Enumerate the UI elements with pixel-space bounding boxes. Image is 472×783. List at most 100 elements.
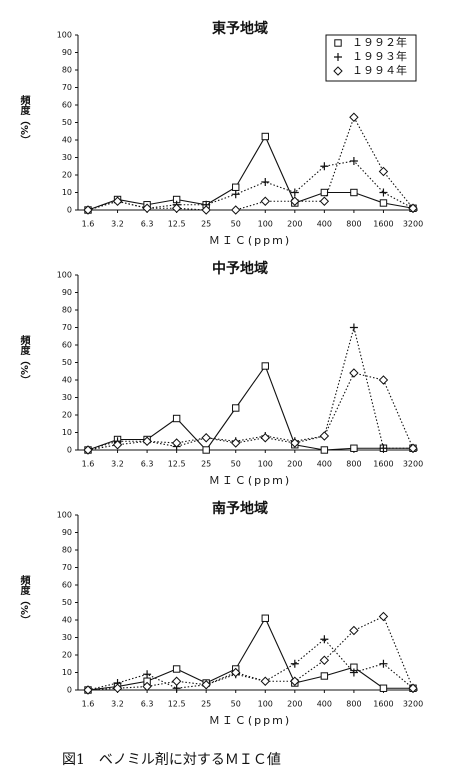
x-tick-label: 3200 — [403, 220, 423, 229]
y-tick-label: 80 — [62, 546, 72, 555]
data-point — [379, 188, 388, 197]
data-point — [379, 444, 388, 453]
data-point — [408, 683, 418, 693]
y-tick-label: 40 — [62, 376, 72, 385]
x-tick-label: 3.2 — [111, 460, 124, 469]
data-point — [83, 445, 93, 455]
series-line — [87, 638, 414, 691]
data-point — [290, 659, 299, 668]
data-point — [201, 680, 211, 690]
x-tick-label: 100 — [258, 220, 273, 229]
x-tick-label: 25 — [201, 700, 211, 709]
y-tick-label: 70 — [62, 83, 72, 92]
data-point — [320, 672, 329, 680]
y-tick-label: 30 — [62, 633, 72, 642]
data-point — [349, 157, 358, 165]
x-tick-label: 6.3 — [141, 460, 154, 469]
y-tick-label: 100 — [57, 271, 72, 280]
data-point — [261, 614, 269, 622]
y-tick-label: 0 — [67, 206, 72, 215]
data-point — [349, 112, 359, 122]
y-tick-label: 90 — [62, 48, 72, 57]
x-axis-label: ＭＩＣ(ppm) — [209, 234, 291, 247]
data-point — [290, 438, 300, 448]
y-axis-label: 頻度（%） — [18, 574, 31, 625]
y-tick-label: 20 — [62, 651, 72, 660]
data-point — [171, 676, 182, 686]
y-tick-label: 20 — [62, 411, 72, 420]
legend-label: １９９３年 — [352, 49, 407, 63]
x-tick-label: 6.3 — [141, 700, 154, 709]
x-tick-label: 100 — [258, 700, 273, 709]
x-tick-label: 12.5 — [168, 220, 186, 229]
y-axis-label: 頻度（%） — [18, 334, 31, 385]
y-tick-label: 0 — [67, 446, 72, 455]
y-tick-label: 50 — [62, 598, 72, 607]
data-point — [112, 196, 123, 206]
x-tick-label: 1.6 — [82, 460, 95, 469]
legend-marker — [334, 53, 342, 61]
data-point — [350, 444, 358, 452]
data-point — [172, 414, 181, 423]
series-line — [87, 617, 413, 691]
chart-title: 中予地域 — [212, 260, 268, 277]
data-point — [349, 625, 359, 636]
y-tick-label: 0 — [67, 686, 72, 695]
data-point — [172, 665, 181, 673]
y-tick-label: 90 — [62, 528, 72, 537]
y-tick-label: 80 — [62, 306, 72, 315]
data-point — [202, 446, 210, 454]
figure-caption: 図1 ベノミル剤に対するＭＩＣ値 — [62, 752, 281, 768]
legend-label: １９９２年 — [352, 35, 407, 49]
data-point — [260, 196, 270, 206]
data-point — [142, 203, 152, 213]
y-tick-label: 40 — [62, 616, 72, 625]
x-tick-label: 1600 — [373, 220, 393, 229]
series-line — [87, 325, 413, 451]
series-line — [87, 135, 414, 211]
x-tick-label: 50 — [231, 460, 241, 469]
x-tick-label: 25 — [201, 220, 211, 229]
data-point — [378, 611, 389, 622]
y-tick-label: 30 — [62, 153, 72, 162]
data-point — [408, 203, 418, 213]
y-tick-label: 30 — [62, 393, 72, 402]
data-point — [349, 368, 359, 378]
chart-title: 南予地域 — [212, 500, 268, 517]
data-point — [319, 431, 330, 441]
data-point — [171, 438, 182, 448]
data-point — [143, 670, 152, 679]
y-tick-label: 10 — [62, 188, 72, 197]
data-point — [83, 205, 93, 215]
data-point — [290, 188, 299, 197]
data-point — [379, 684, 388, 692]
legend-marker — [334, 39, 342, 47]
data-point — [408, 443, 418, 453]
y-tick-label: 50 — [62, 118, 72, 127]
x-tick-label: 6.3 — [141, 220, 154, 229]
x-tick-label: 800 — [346, 220, 361, 229]
x-tick-label: 12.5 — [168, 700, 186, 709]
data-point — [83, 685, 93, 695]
data-point — [232, 404, 240, 412]
data-point — [142, 436, 152, 446]
y-tick-label: 50 — [62, 358, 72, 367]
x-tick-label: 800 — [346, 460, 361, 469]
data-point — [260, 433, 270, 443]
data-point — [290, 196, 300, 206]
data-point — [349, 323, 358, 332]
data-point — [260, 676, 270, 686]
y-tick-label: 90 — [62, 288, 72, 297]
data-point — [320, 188, 329, 197]
data-point — [320, 446, 329, 454]
x-tick-label: 1.6 — [82, 220, 95, 229]
y-tick-label: 80 — [62, 66, 72, 75]
data-point — [261, 132, 269, 141]
data-point — [379, 199, 388, 207]
data-point — [320, 162, 329, 171]
data-point — [320, 635, 329, 644]
y-tick-label: 70 — [62, 323, 72, 332]
data-point — [378, 166, 389, 177]
